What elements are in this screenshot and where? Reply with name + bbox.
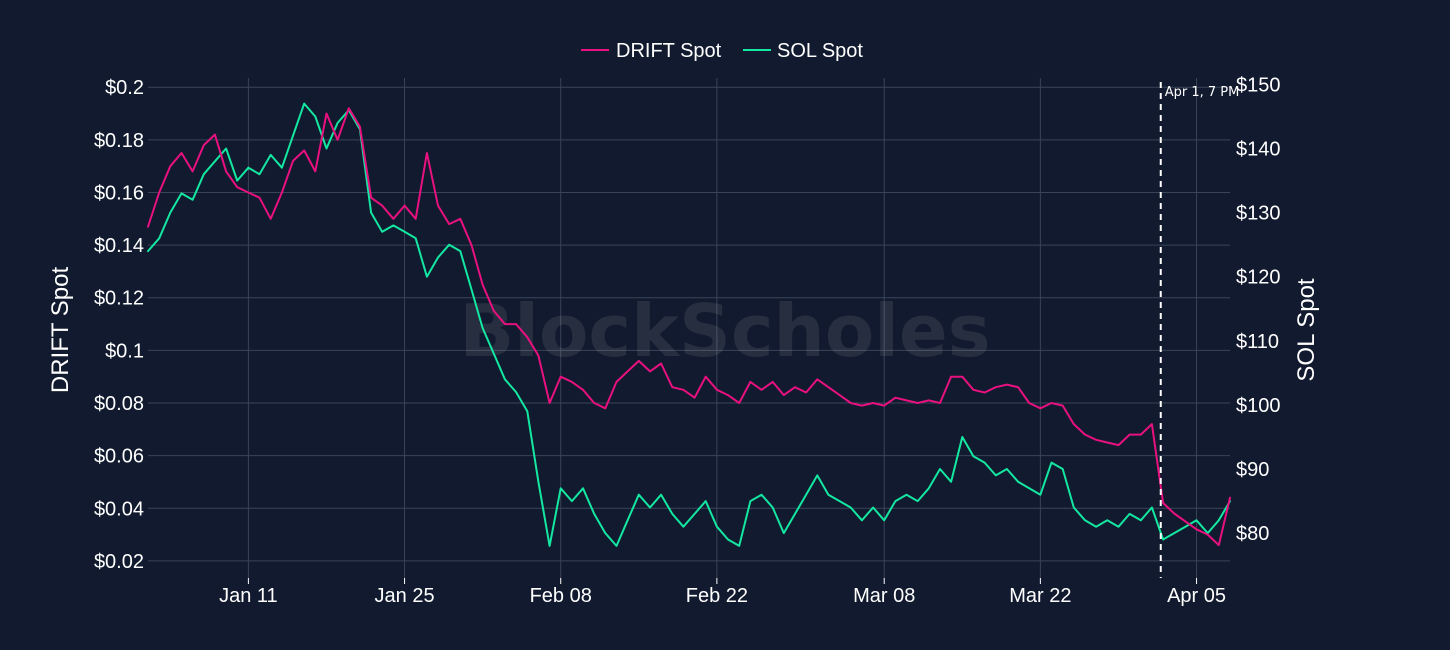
x-tick-label: Apr 05 xyxy=(1167,585,1226,607)
left-y-tick-label: $0.1 xyxy=(105,340,144,362)
left-y-tick-label: $0.04 xyxy=(94,498,144,520)
right-y-tick-label: $120 xyxy=(1236,267,1281,289)
right-y-tick-label: $90 xyxy=(1236,459,1269,481)
left-y-tick-label: $0.12 xyxy=(94,288,144,310)
legend-item-label[interactable]: SOL Spot xyxy=(777,40,863,62)
right-y-tick-label: $140 xyxy=(1236,139,1281,161)
left-y-tick-label: $0.14 xyxy=(94,235,144,257)
x-tick-label: Jan 11 xyxy=(219,585,278,607)
right-y-tick-label: $110 xyxy=(1236,331,1279,353)
x-tick-label: Feb 08 xyxy=(530,585,592,607)
annotation-label: Apr 1, 7 PM xyxy=(1165,85,1240,100)
x-axis-ticks: Jan 11 Jan 25 Feb 08 Feb 22 Mar 08 Mar 22 Apr … xyxy=(219,578,1226,607)
x-tick-label: Mar 08 xyxy=(853,585,915,607)
right-y-axis-title: SOL Spot xyxy=(1293,278,1320,382)
x-tick-label: Feb 22 xyxy=(686,585,748,607)
left-y-tick-label: $0.18 xyxy=(94,130,144,152)
vertical-gridlines xyxy=(247,78,1198,578)
sol-spot-line[interactable] xyxy=(147,102,1231,547)
left-y-tick-label: $0.02 xyxy=(94,551,144,573)
left-y-tick-label: $0.08 xyxy=(94,393,144,415)
drift-spot-line[interactable] xyxy=(147,107,1231,547)
right-y-tick-label: $150 xyxy=(1236,74,1281,96)
series-layer xyxy=(147,102,1231,547)
x-tick-label: Jan 25 xyxy=(375,585,435,607)
annotation-layer: Apr 1, 7 PM xyxy=(1159,82,1240,578)
right-y-tick-label: $80 xyxy=(1236,523,1269,545)
left-y-tick-label: $0.2 xyxy=(105,77,144,99)
right-y-tick-label: $130 xyxy=(1236,203,1281,225)
watermark: BlockScholes xyxy=(459,289,990,373)
right-y-tick-label: $100 xyxy=(1236,395,1281,417)
horizontal-gridlines xyxy=(148,86,1230,562)
left-y-tick-label: $0.06 xyxy=(94,446,144,468)
legend[interactable]: DRIFT Spot SOL Spot xyxy=(581,40,863,62)
legend-item-label[interactable]: DRIFT Spot xyxy=(616,40,722,62)
left-y-tick-label: $0.16 xyxy=(94,182,144,204)
left-y-axis-title: DRIFT Spot xyxy=(47,267,74,394)
left-y-axis-ticks: $0.02 $0.04 $0.06 $0.08 $0.1 $0.12 $0.14 $0.16 $… xyxy=(94,77,144,573)
right-y-axis-ticks: $80 $90 $100 $110 $120 $130 $140 $150 xyxy=(1236,74,1281,545)
x-tick-label: Mar 22 xyxy=(1009,585,1071,607)
